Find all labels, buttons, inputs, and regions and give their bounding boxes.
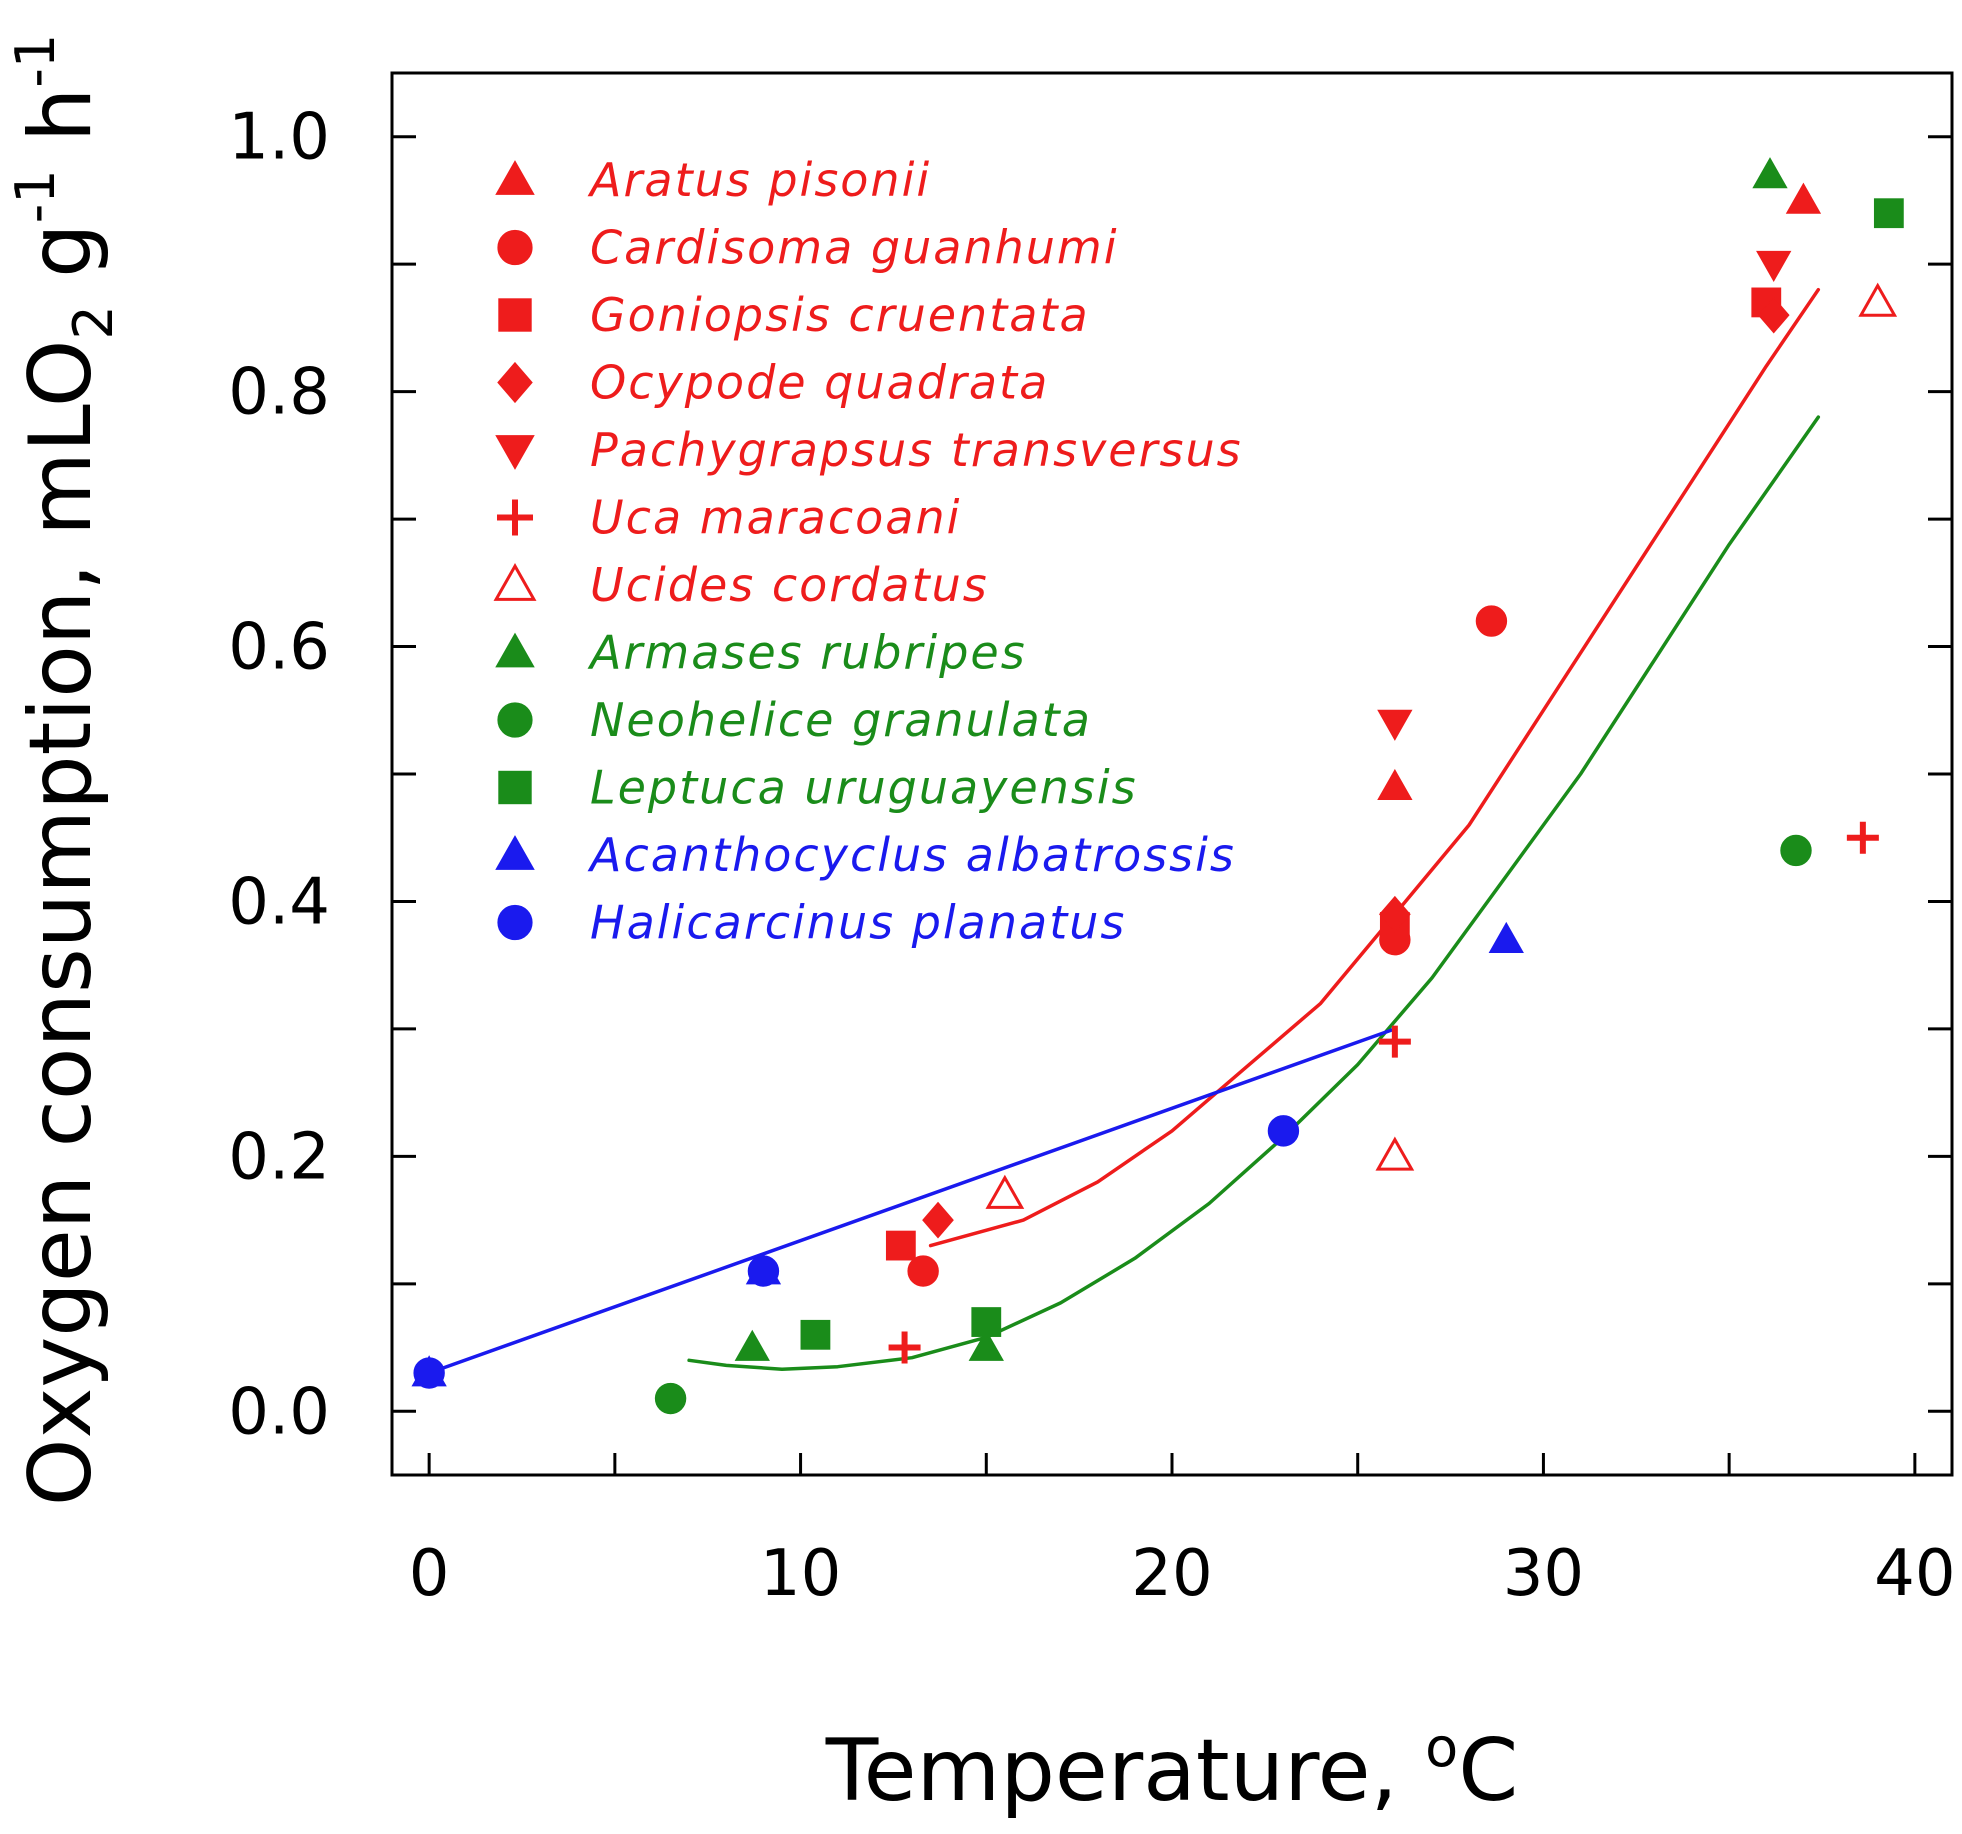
point-acanthocyclus-albatrossis [1488, 921, 1524, 953]
legend-label-aratus-pisonii: Aratus pisonii [587, 153, 931, 207]
point-neohelice-granulata [1780, 834, 1812, 867]
point-leptuca-uruguayensis [800, 1319, 831, 1350]
x-tick-label: 20 [1131, 1537, 1212, 1611]
legend-marker-uca-maracoani [497, 499, 533, 536]
point-ucides-cordatus [1375, 1136, 1415, 1171]
legend-label-leptuca-uruguayensis: Leptuca uruguayensis [590, 761, 1138, 815]
legend-marker-ocypode-quadrata [497, 361, 533, 404]
y-tick-label: 0.2 [228, 1120, 330, 1194]
legend-marker-ucides-cordatus [493, 563, 537, 601]
legend-label-ocypode-quadrata: Ocypode quadrata [590, 356, 1049, 410]
point-uca-maracoani [1846, 821, 1879, 854]
x-tick-label: 10 [760, 1537, 841, 1611]
point-uca-maracoani [888, 1331, 921, 1364]
legend-label-armases-rubripes: Armases rubripes [587, 626, 1027, 680]
point-neohelice-granulata [654, 1382, 687, 1415]
point-ocypode-quadrata [1378, 895, 1411, 933]
legend-label-uca-maracoani: Uca maracoani [590, 491, 961, 545]
legend-marker-aratus-pisonii [495, 160, 535, 195]
legend-marker-armases-rubripes [495, 632, 535, 668]
legend-marker-halicarcinus-planatus [497, 904, 533, 941]
axis-ticks: 0 10 20 30 40 0.0 0.2 0.4 0.6 0.8 1.0 [228, 101, 1955, 1611]
point-cardisoma-guanhumi [1475, 605, 1508, 637]
legend-label-ucides-cordatus: Ucides cordatus [590, 558, 989, 612]
y-axis-label-h: h [11, 88, 111, 170]
point-armases-rubripes [734, 1329, 770, 1361]
y-tick-label: 0.8 [228, 356, 330, 430]
point-halicarcinus-planatus [747, 1255, 780, 1287]
fit-curve-green [687, 415, 1821, 1371]
x-axis-label: Temperature, [825, 1721, 1425, 1821]
legend-label-halicarcinus-planatus: Halicarcinus planatus [590, 896, 1126, 950]
legend-label-neohelice-granulata: Neohelice granulata [590, 693, 1092, 747]
y-tick-label: 0.4 [228, 865, 330, 939]
x-axis-title: Temperature, oC [825, 1716, 1519, 1821]
x-axis-unit: C [1458, 1721, 1518, 1821]
fit-curve-blue [427, 1027, 1397, 1375]
point-armases-rubripes [1752, 157, 1788, 189]
y-tick-label: 0.0 [228, 1375, 330, 1449]
y-axis-label-g: g [11, 223, 111, 305]
x-tick-label: 30 [1503, 1537, 1584, 1611]
point-ucides-cordatus [1858, 282, 1898, 317]
legend-marker-neohelice-granulata [497, 702, 533, 738]
legend-label-acanthocyclus-albatrossis: Acanthocyclus albatrossis [587, 828, 1236, 882]
y-axis-label-sup1: -1 [4, 169, 67, 223]
point-pachygrapsus-transversus [1756, 250, 1792, 282]
point-uca-maracoani [1378, 1025, 1411, 1058]
point-halicarcinus-planatus [1267, 1115, 1300, 1147]
y-axis-label-sup2: -1 [4, 34, 67, 88]
legend: Aratus pisonii Cardisoma guanhumi Goniopsi… [493, 153, 1243, 950]
legend-marker-acanthocyclus-albatrossis [495, 835, 535, 870]
point-leptuca-uruguayensis [971, 1307, 1002, 1337]
legend-label-goniopsis-cruentata: Goniopsis cruentata [590, 288, 1090, 342]
point-halicarcinus-planatus [413, 1357, 445, 1389]
y-axis-label-sub: 2 [62, 305, 125, 339]
point-pachygrapsus-transversus [1377, 709, 1413, 741]
legend-label-cardisoma-guanhumi: Cardisoma guanhumi [590, 221, 1119, 275]
point-aratus-pisonii [1377, 768, 1413, 801]
y-tick-label: 1.0 [228, 101, 330, 175]
data-points [411, 157, 1904, 1415]
x-axis-degree: o [1425, 1716, 1458, 1779]
legend-marker-goniopsis-cruentata [498, 298, 532, 332]
legend-marker-pachygrapsus-transversus [495, 435, 535, 470]
y-tick-label: 0.6 [228, 611, 330, 685]
legend-marker-cardisoma-guanhumi [497, 229, 533, 266]
y-axis-title: Oxygen consumption, mLO2 g-1 h-1 [4, 34, 125, 1506]
x-tick-label: 40 [1874, 1537, 1955, 1611]
y-axis-label-main: Oxygen consumption, mLO [11, 340, 111, 1507]
point-aratus-pisonii [1785, 182, 1822, 214]
point-ocypode-quadrata [922, 1201, 954, 1239]
x-tick-label: 0 [409, 1537, 450, 1611]
point-leptuca-uruguayensis [1873, 198, 1904, 229]
point-cardisoma-guanhumi [907, 1255, 939, 1287]
point-ocypode-quadrata [1757, 296, 1790, 334]
legend-marker-leptuca-uruguayensis [498, 770, 532, 805]
point-armases-rubripes [968, 1329, 1004, 1361]
point-ucides-cordatus [985, 1174, 1025, 1209]
legend-label-pachygrapsus-transversus: Pachygrapsus transversus [590, 423, 1243, 477]
point-goniopsis-cruentata [885, 1230, 916, 1261]
